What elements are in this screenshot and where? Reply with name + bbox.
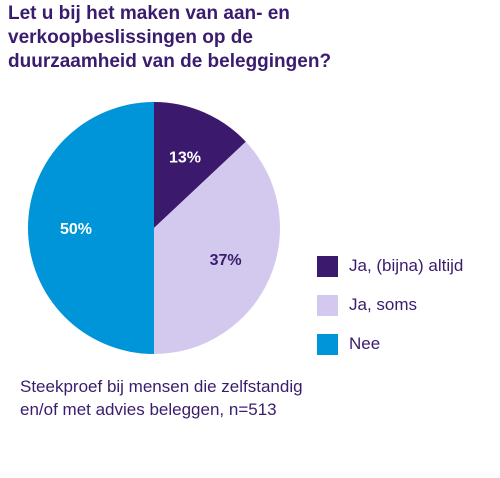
legend-item-ja-bijna-altijd: Ja, (bijna) altijd [317, 254, 463, 278]
legend: Ja, (bijna) altijd Ja, soms Nee [317, 254, 463, 371]
title-line-3: duurzaamheid van de beleggingen? [8, 51, 332, 72]
footnote-line-2: en/of met advies beleggen, n=513 [20, 400, 277, 419]
pie-data-labels: 13% 37% 50% [60, 149, 242, 269]
pie-data-label-ja-soms: 37% [210, 252, 242, 269]
title-line-1: Let u bij het maken van aan- en [8, 3, 290, 24]
legend-item-ja-soms: Ja, soms [317, 293, 463, 317]
sample-footnote: Steekproef bij mensen die zelfstandig en… [20, 375, 480, 421]
pie-slice-ja-soms [154, 141, 281, 354]
legend-label-nee: Nee [349, 334, 381, 353]
title-line-2: verkoopbeslissingen op de [8, 27, 253, 48]
legend-swatch-ja-bijna-altijd [317, 255, 338, 277]
chart-title: Let u bij het maken van aan- en verkoopb… [8, 2, 478, 74]
pie-slices [28, 102, 281, 354]
legend-label-ja-soms: Ja, soms [349, 295, 418, 314]
legend-item-nee: Nee [317, 332, 463, 356]
pie-slice-ja-bijna-altijd [154, 102, 246, 228]
footnote-line-1: Steekproef bij mensen die zelfstandig [20, 377, 303, 396]
legend-swatch-ja-soms [317, 294, 338, 316]
legend-label-ja-bijna-altijd: Ja, (bijna) altijd [349, 256, 464, 275]
legend-swatch-nee [317, 333, 338, 355]
pie-data-label-ja-bijna-altijd: 13% [169, 149, 201, 166]
pie-data-label-nee: 50% [60, 221, 92, 238]
pie-slice-nee [28, 102, 154, 354]
